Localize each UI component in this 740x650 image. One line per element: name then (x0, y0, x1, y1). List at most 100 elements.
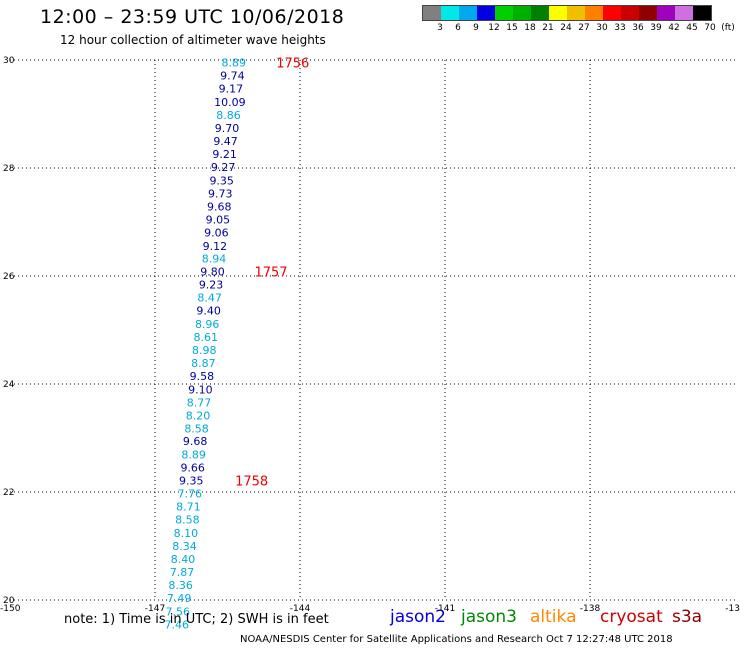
satellite-s3a: s3a (672, 607, 703, 627)
swh-value: 9.70 (215, 122, 240, 135)
grid-lines (10, 59, 735, 601)
y-tick-label: 30 (3, 56, 15, 66)
legend-label: 15 (506, 23, 518, 33)
satellite-altika: altika (530, 607, 577, 627)
legend-label: 18 (524, 23, 536, 33)
satellite-cryosat: cryosat (600, 607, 663, 627)
legend-swatch (603, 6, 621, 20)
legend-swatch (459, 6, 477, 20)
units-note: note: 1) Time is in UTC; 2) SWH is in fe… (64, 612, 329, 627)
axis-tick-labels: -150 -147 -144 -141 -138 -13 20 22 24 26 28 30 (0, 56, 740, 614)
swh-value: 8.36 (168, 579, 193, 592)
swh-value: 9.05 (206, 213, 231, 226)
y-tick-label: 22 (3, 488, 14, 498)
swh-value: 9.17 (219, 83, 244, 96)
pass-time-label: 1756 (276, 57, 309, 72)
legend-swatch (639, 6, 657, 20)
swh-value: 8.71 (176, 501, 201, 514)
legend-labels: 3 6 9 12 15 18 21 24 27 30 33 36 39 42 45 70 (ft) (422, 23, 735, 35)
legend-label: 12 (488, 23, 500, 33)
swh-value: 7.49 (167, 592, 192, 605)
legend-label: 27 (578, 23, 590, 33)
swh-value: 8.94 (202, 253, 227, 266)
swh-value: 8.58 (184, 422, 209, 435)
swh-value: 8.20 (186, 409, 211, 422)
swh-value: 9.12 (203, 240, 228, 253)
legend-swatch (513, 6, 531, 20)
legend-label: 21 (542, 23, 554, 33)
swh-value: 9.66 (180, 462, 205, 475)
swh-value: 10.09 (214, 96, 246, 109)
swh-value: 7.87 (170, 566, 195, 579)
swh-value: 8.98 (192, 344, 217, 357)
legend-label: 30 (596, 23, 608, 33)
legend-label: 6 (455, 23, 461, 33)
legend-swatch (423, 6, 441, 20)
swh-value: 8.47 (197, 292, 222, 305)
legend-label: 3 (437, 23, 443, 33)
swh-value: 9.73 (208, 187, 233, 200)
x-tick-label: -144 (290, 604, 311, 614)
satellite-jason2: jason2 (390, 607, 446, 627)
swh-value: 9.10 (188, 383, 213, 396)
x-tick-label: -150 (0, 604, 21, 614)
legend-label: 36 (632, 23, 644, 33)
x-tick-label: -13 (725, 604, 740, 614)
legend-swatch (621, 6, 639, 20)
swh-value: 8.40 (171, 553, 196, 566)
swh-value: 8.89 (222, 57, 247, 70)
swh-observations: 8.899.749.1710.098.869.709.479.219.279.3… (165, 57, 247, 632)
legend-swatch (477, 6, 495, 20)
x-tick-label: -138 (580, 604, 601, 614)
swh-value: 8.87 (191, 357, 216, 370)
swh-value: 7.46 (165, 618, 190, 631)
legend-swatch (495, 6, 513, 20)
legend-swatch (441, 6, 459, 20)
swh-value: 9.06 (204, 226, 229, 239)
y-tick-label: 28 (3, 164, 15, 174)
legend-swatch (693, 6, 711, 20)
pass-time-labels: 1756 1757 1758 (235, 57, 309, 490)
swh-value: 8.34 (172, 540, 197, 553)
swh-value: 8.86 (216, 109, 241, 122)
swh-value: 9.40 (196, 305, 221, 318)
x-tick-label: -147 (145, 604, 165, 614)
x-tick-label: -141 (435, 604, 455, 614)
credit-line: NOAA/NESDIS Center for Satellite Applica… (240, 634, 673, 645)
legend-label: 9 (473, 23, 479, 33)
swh-value: 8.96 (195, 318, 220, 331)
swh-value: 8.10 (174, 527, 199, 540)
legend-label: 70 (704, 23, 716, 33)
legend-swatch (531, 6, 549, 20)
swh-value: 9.35 (179, 475, 204, 488)
swh-value: 9.21 (212, 148, 237, 161)
swh-value: 9.68 (207, 200, 232, 213)
satellite-jason3: jason3 (461, 607, 517, 627)
swh-value: 9.27 (211, 161, 236, 174)
swh-value: 9.58 (190, 370, 215, 383)
pass-time-label: 1757 (254, 266, 287, 281)
legend-swatch (549, 6, 567, 20)
y-tick-label: 24 (3, 380, 15, 390)
legend-unit: (ft) (721, 23, 735, 33)
y-tick-label: 20 (3, 596, 15, 606)
legend-swatches (422, 5, 712, 21)
swh-value: 7.76 (178, 488, 203, 501)
legend-label: 24 (560, 23, 572, 33)
swh-value: 9.68 (183, 435, 208, 448)
legend-swatch (657, 6, 675, 20)
color-legend: 3 6 9 12 15 18 21 24 27 30 33 36 39 42 45 70 (ft) (422, 5, 735, 35)
pass-time-label: 1758 (235, 475, 268, 490)
legend-label: 39 (650, 23, 662, 33)
swh-value: 8.61 (194, 331, 219, 344)
legend-swatch (567, 6, 585, 20)
y-tick-label: 26 (3, 272, 15, 282)
map-title: 12:00 – 23:59 UTC 10/06/2018 (40, 6, 345, 28)
swh-value: 8.77 (187, 396, 212, 409)
swh-value: 8.89 (181, 449, 206, 462)
swh-value: 7.56 (165, 605, 190, 618)
swh-value: 9.74 (220, 70, 245, 83)
legend-label: 33 (614, 23, 626, 33)
swh-value: 9.80 (200, 266, 225, 279)
